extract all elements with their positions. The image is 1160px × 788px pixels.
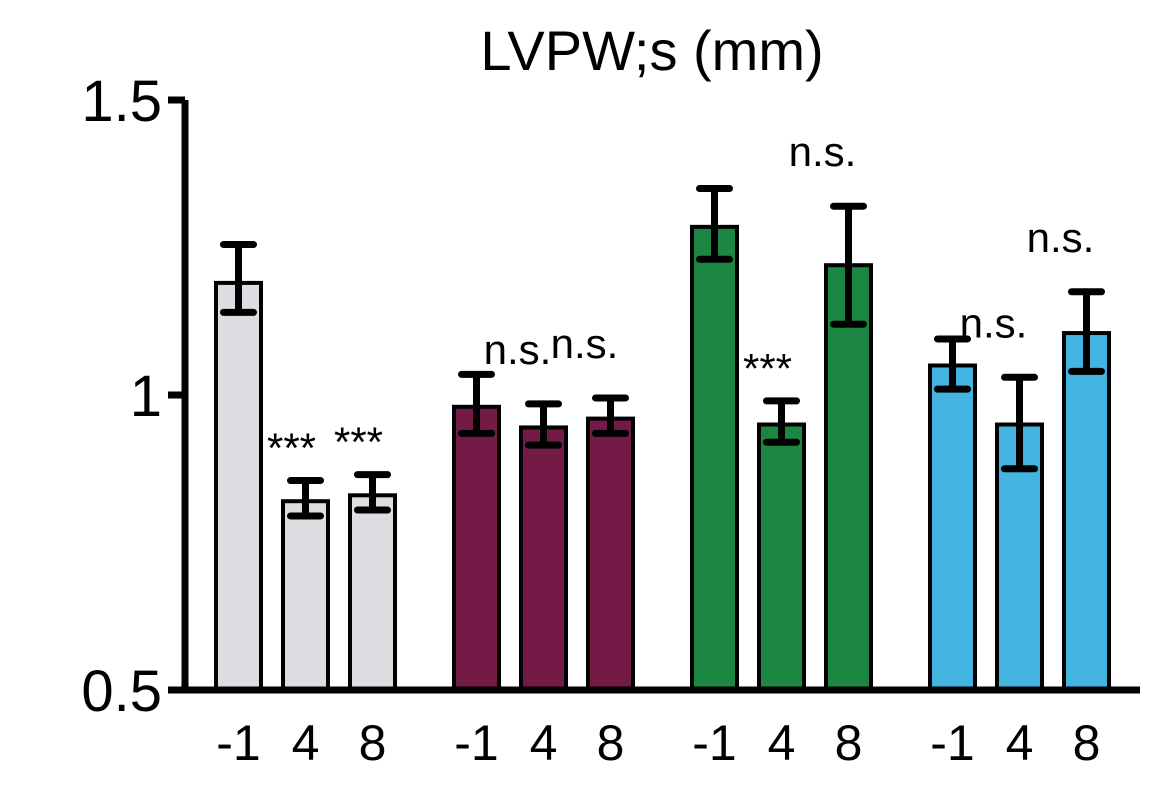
bar-group4-8 [1062, 331, 1111, 692]
bar-group3-8 [824, 263, 873, 692]
x-tick-label: 8 [1073, 715, 1101, 771]
bar-group1-8 [348, 493, 397, 692]
x-tick-label: -1 [692, 715, 736, 771]
x-tick-label: 8 [835, 715, 863, 771]
bar-group2--1 [452, 404, 501, 692]
annotations-layer: *** ***n.s. n.s.***n.s.n.s.n.s. [267, 128, 1094, 471]
x-tick-label: -1 [216, 715, 260, 771]
y-tick-label: 1.5 [81, 69, 162, 134]
x-tick-label: -1 [454, 715, 498, 771]
x-tick-label: -1 [930, 715, 974, 771]
x-tick-label: 4 [530, 715, 558, 771]
bar-group2-4 [519, 425, 568, 692]
significance-label: *** [743, 345, 792, 392]
significance-label: n.s. [484, 326, 552, 373]
x-tick-label: 8 [359, 715, 387, 771]
error-bars-layer [220, 185, 1105, 520]
chart-title: LVPW;s (mm) [480, 19, 823, 82]
y-tick-label: 0.5 [81, 659, 162, 724]
significance-label: *** [334, 419, 383, 466]
y-ticks-layer: 1.5 1 0.5 [81, 69, 185, 724]
significance-label: n.s. [551, 320, 619, 367]
bar-group3-4 [757, 422, 806, 692]
significance-label: n.s. [960, 299, 1028, 346]
significance-label: *** [267, 425, 316, 472]
x-tick-label: 4 [768, 715, 796, 771]
bar-group2-8 [586, 416, 635, 692]
x-ticks-layer: -1 4 8 -1 4 8 -1 4 8 -1 4 8 [216, 715, 1100, 771]
significance-label: n.s. [789, 128, 857, 175]
significance-label: n.s. [1027, 214, 1095, 261]
bar-group3--1 [690, 224, 739, 692]
bar-group4--1 [928, 363, 977, 692]
bar-group1-4 [281, 499, 330, 693]
y-tick-label: 1 [130, 364, 162, 429]
x-tick-label: 4 [1006, 715, 1034, 771]
x-tick-label: 8 [597, 715, 625, 771]
bar-group1--1 [214, 280, 263, 692]
x-tick-label: 4 [292, 715, 320, 771]
